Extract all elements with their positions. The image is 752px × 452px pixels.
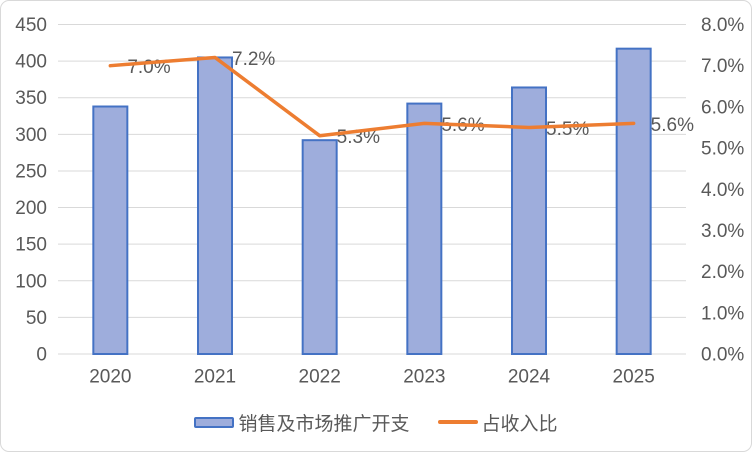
data-label: 7.2% — [232, 49, 275, 70]
bar-2023 — [406, 102, 443, 355]
left-axis-tick-labels: 450 400 350 300 250 200 150 100 50 0 — [15, 15, 47, 366]
data-label: 5.5% — [546, 119, 589, 140]
x-axis-label-2025: 2025 — [613, 367, 655, 388]
x-axis-label-2021: 2021 — [194, 367, 236, 388]
right-axis-tick-label: 5.0% — [701, 139, 744, 160]
left-axis-tick-label: 0 — [36, 345, 47, 366]
right-axis-tick-label: 0.0% — [701, 345, 744, 366]
legend-label-line-series: 占收入比 — [481, 413, 558, 435]
x-axis-label-2020: 2020 — [89, 367, 131, 388]
bar-2024 — [511, 86, 547, 356]
x-axis-label-2024: 2024 — [508, 367, 551, 388]
bar-series-swatch-icon — [194, 416, 235, 428]
bar-2021 — [197, 56, 233, 355]
right-axis-tick-labels: 8.0% 7.0% 6.0% 5.0% 4.0% 3.0% 2.0% 1.0% 0.0% — [701, 15, 744, 366]
left-axis-tick-label: 350 — [15, 88, 47, 109]
x-axis-label-2022: 2022 — [299, 367, 341, 388]
right-axis-tick-label: 2.0% — [701, 262, 744, 283]
bar-2020 — [92, 105, 129, 355]
bar-2022 — [301, 139, 338, 355]
left-axis-tick-label: 150 — [15, 235, 47, 256]
x-axis-labels: 2020 2021 2022 2023 2024 2025 — [89, 367, 655, 388]
right-axis-tick-label: 7.0% — [701, 56, 744, 77]
legend-label-bar-series: 销售及市场推广开支 — [238, 413, 410, 435]
left-axis-tick-label: 400 — [15, 52, 47, 73]
line-series-swatch-icon — [437, 420, 478, 424]
right-axis-tick-label: 6.0% — [701, 97, 744, 118]
legend-item-line-series: 占收入比 — [437, 409, 558, 436]
right-axis-tick-label: 8.0% — [701, 15, 744, 36]
right-axis-tick-label: 4.0% — [701, 180, 744, 201]
left-axis-tick-label: 50 — [26, 308, 47, 329]
x-axis-label-2023: 2023 — [403, 367, 445, 388]
left-axis-tick-label: 100 — [15, 271, 47, 292]
right-axis-tick-label: 1.0% — [701, 303, 744, 324]
left-axis-tick-label: 200 — [15, 198, 47, 219]
bar-2025 — [615, 47, 652, 356]
left-axis-tick-label: 450 — [15, 15, 47, 36]
bar-series — [92, 47, 652, 356]
legend-item-bar-series: 销售及市场推广开支 — [194, 409, 410, 436]
left-axis-tick-label: 300 — [15, 125, 47, 146]
data-label: 5.6% — [651, 115, 694, 136]
line-series — [108, 55, 636, 138]
left-axis-tick-label: 250 — [15, 161, 47, 182]
right-axis-tick-label: 3.0% — [701, 221, 744, 242]
legend: 销售及市场推广开支 占收入比 — [1, 407, 751, 437]
